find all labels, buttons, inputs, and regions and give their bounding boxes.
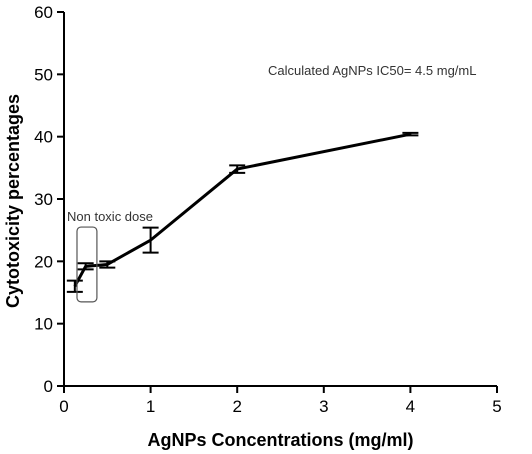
x-tick-label: 4 xyxy=(406,397,415,416)
ic50-annotation: Calculated AgNPs IC50= 4.5 mg/mL xyxy=(268,63,476,78)
y-tick-label: 10 xyxy=(34,315,53,334)
non-toxic-dose-label: Non toxic dose xyxy=(67,209,153,224)
y-axis-ticks: 0 10 20 30 40 50 60 xyxy=(34,3,64,396)
y-tick-label: 50 xyxy=(34,65,53,84)
x-axis-ticks: 0 1 2 3 4 5 xyxy=(59,386,502,416)
y-tick-label: 40 xyxy=(34,128,53,147)
y-tick-label: 30 xyxy=(34,190,53,209)
x-axis-label: AgNPs Concentrations (mg/ml) xyxy=(147,430,413,450)
y-axis-label: Cytotoxicity percentages xyxy=(3,94,23,308)
y-tick-label: 60 xyxy=(34,3,53,22)
x-tick-label: 2 xyxy=(232,397,241,416)
x-tick-label: 1 xyxy=(146,397,155,416)
y-tick-label: 20 xyxy=(34,252,53,271)
y-tick-label: 0 xyxy=(44,377,53,396)
x-tick-label: 3 xyxy=(319,397,328,416)
non-toxic-dose-box xyxy=(76,226,98,303)
x-tick-label: 5 xyxy=(492,397,501,416)
series-group xyxy=(66,131,419,293)
x-tick-label: 0 xyxy=(59,397,68,416)
